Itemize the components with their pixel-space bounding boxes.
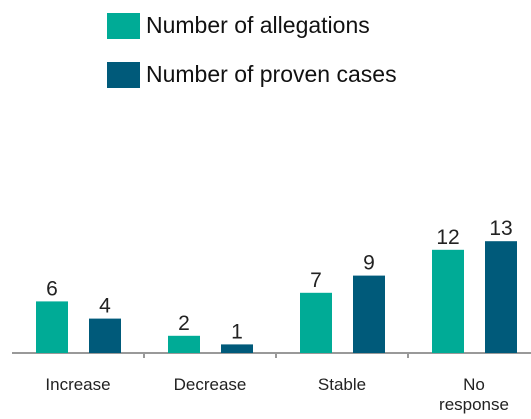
bar [168,335,200,353]
bar [221,344,253,353]
value-label: 2 [178,312,190,335]
bar [432,249,464,353]
x-tick-label: Decrease [173,375,247,394]
x-tick-label: Increase [45,375,111,394]
bar [300,292,332,353]
value-label: 7 [310,269,322,292]
value-label: 1 [231,320,243,343]
legend-label: Number of proven cases [146,61,397,87]
value-label: 13 [489,217,512,240]
bar [353,275,385,353]
value-label: 9 [363,252,375,275]
value-label: 4 [99,295,111,318]
legend-swatch [107,62,140,88]
bar [485,241,517,353]
legend-swatch [107,13,140,39]
value-label: 6 [46,277,58,300]
bar [89,318,121,353]
bar [36,301,68,353]
x-tick-label: Stable [317,375,367,394]
legend-label: Number of allegations [146,12,370,38]
value-label: 12 [436,226,459,249]
x-tick-label: No response [439,375,509,414]
